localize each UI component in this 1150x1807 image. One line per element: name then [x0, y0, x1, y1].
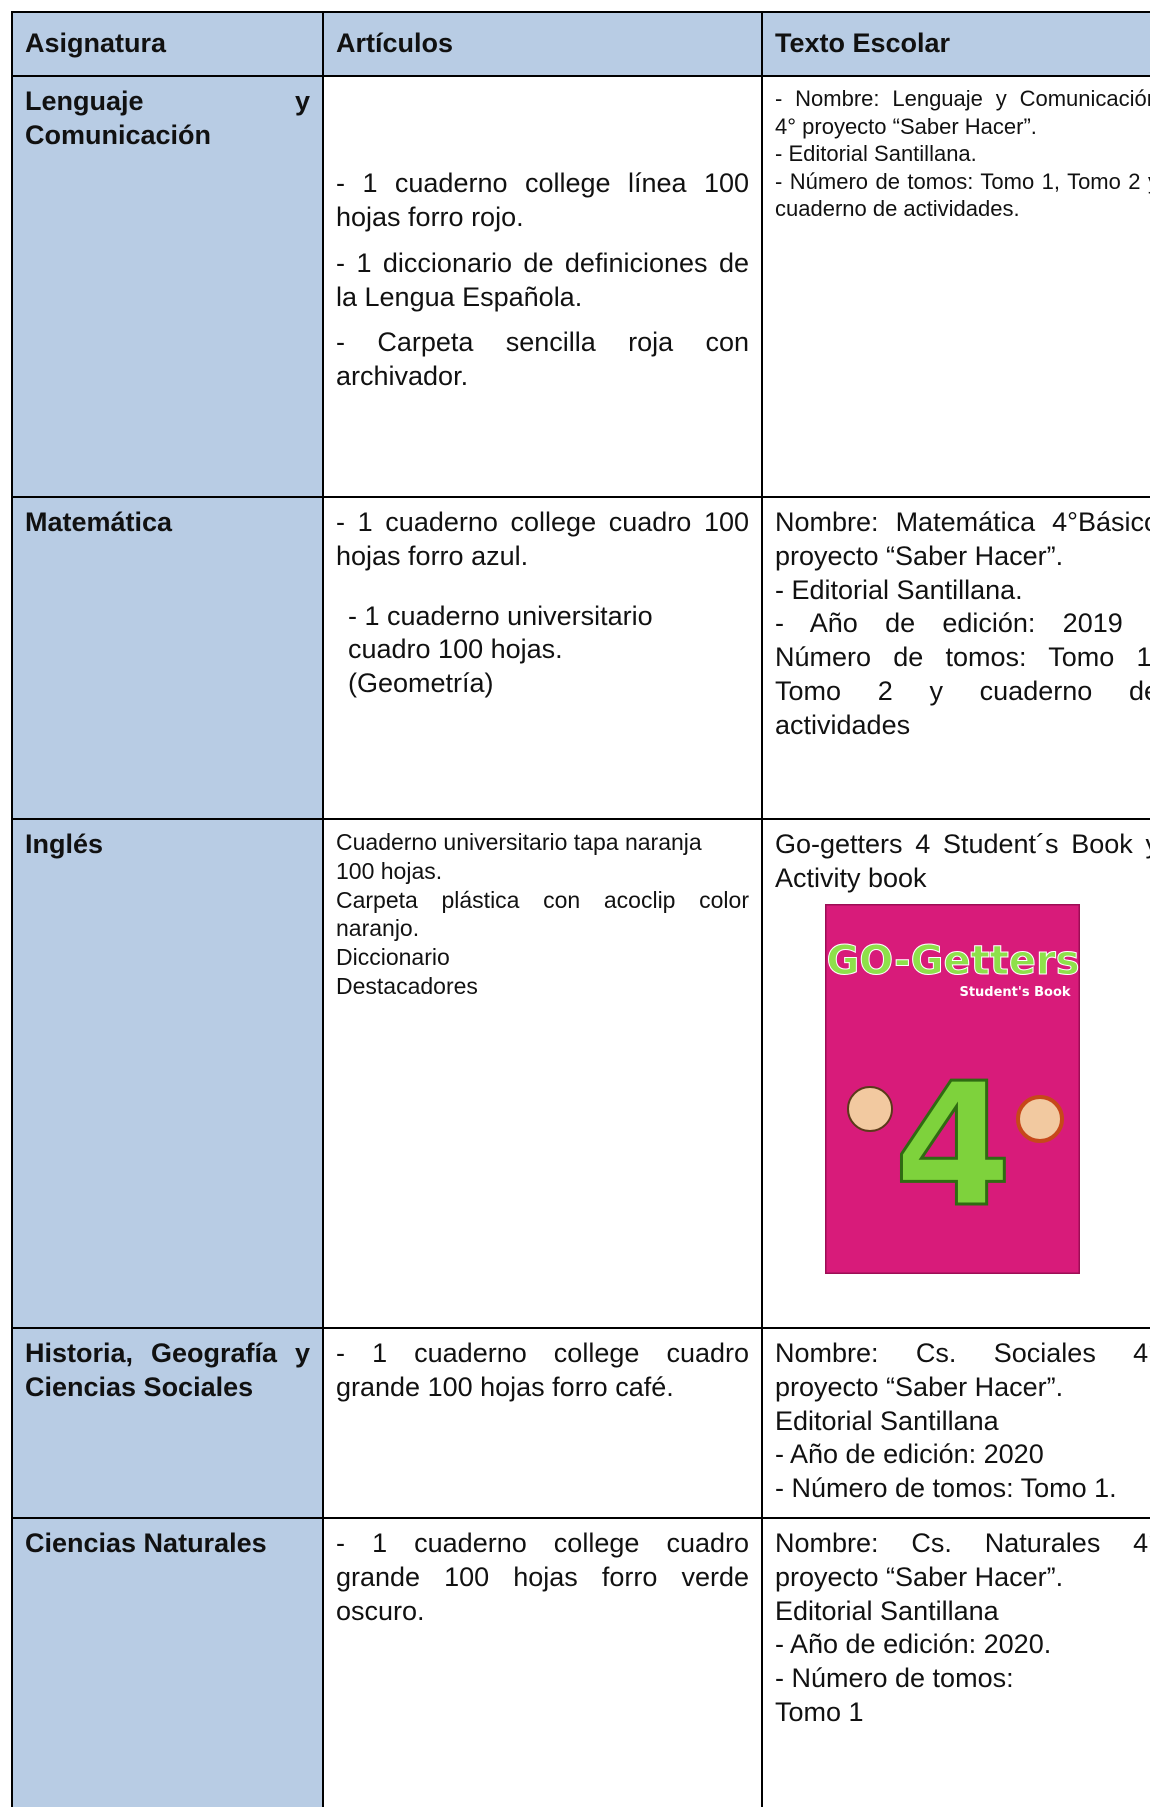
article-item: - Carpeta sencilla roja con archivador.	[336, 327, 749, 391]
article-item: - 1 cuaderno college línea 100 hojas for…	[336, 168, 749, 232]
book-item: - Número de tomos:	[775, 1663, 1014, 1693]
table-row: Inglés Cuaderno universitario tapa naranj…	[11, 818, 1150, 1329]
article-item: cuadro 100 hojas.	[348, 634, 563, 665]
table-row: Matemática - 1 cuaderno college cuadro 10…	[11, 496, 1150, 820]
article-item: - 1 cuaderno college cuadro grande 100 h…	[336, 1338, 749, 1402]
article-item: Destacadores	[336, 972, 478, 999]
subject-cell: Ciencias Naturales	[11, 1517, 324, 1807]
article-item: Cuaderno universitario tapa naranja	[336, 829, 702, 855]
book-item: - Año de edición: 2020.	[775, 1629, 1052, 1660]
header-cell: Asignatura	[11, 11, 324, 77]
book-item: - Número de tomos: Tomo 1, Tomo 2 y cuad…	[775, 168, 1150, 222]
articles-cell: - 1 cuaderno college cuadro grande 100 h…	[322, 1517, 763, 1807]
book-item: Nombre: Cs. Sociales 4° proyecto “Saber …	[775, 1338, 1150, 1402]
cover-number: 4	[894, 1047, 1012, 1245]
subject-cell: Lenguaje y Comunicación	[11, 75, 324, 498]
article-item: - 1 diccionario de definiciones de la Le…	[336, 247, 749, 312]
article-item: - 1 cuaderno college cuadro grande 100 h…	[336, 1528, 749, 1626]
book-cell: - Nombre: Lenguaje y Comunicación 4° pro…	[761, 75, 1150, 498]
table-row: Historia, Geografía y Ciencias Sociales -…	[11, 1327, 1150, 1519]
header-cell: Texto Escolar	[761, 11, 1150, 77]
table-row: Lenguaje y Comunicación - 1 cuaderno coll…	[11, 75, 1150, 498]
book-item: - Número de tomos: Tomo 1.	[775, 1473, 1117, 1503]
cover-subtitle: Student's Book	[959, 985, 1070, 1000]
supply-table: Asignatura Artículos Texto Escolar Lengu…	[11, 11, 1150, 1807]
subject-cell: Historia, Geografía y Ciencias Sociales	[11, 1327, 324, 1519]
book-item: - Editorial Santillana.	[775, 574, 1023, 605]
articles-cell: - 1 cuaderno college cuadro grande 100 h…	[322, 1327, 763, 1519]
book-item: Editorial Santillana	[775, 1405, 999, 1436]
cover-character	[1016, 1094, 1064, 1143]
book-item: - Año de edición: 2019 - Número de tomos…	[775, 608, 1150, 740]
book-item: Editorial Santillana	[775, 1595, 999, 1626]
subject-cell: Matemática	[11, 496, 324, 820]
article-item: - 1 cuaderno universitario	[348, 600, 653, 631]
article-item: - 1 cuaderno college cuadro 100 hojas fo…	[336, 507, 749, 571]
book-cell: Nombre: Matemática 4°Básico proyecto “Sa…	[761, 496, 1150, 820]
articles-cell: - 1 cuaderno college línea 100 hojas for…	[322, 75, 763, 498]
table-row: Ciencias Naturales - 1 cuaderno college c…	[11, 1517, 1150, 1807]
header-row: Asignatura Artículos Texto Escolar	[11, 11, 1150, 77]
book-item: Go-getters 4 Student´s Book y Activity b…	[775, 829, 1150, 893]
article-item: Diccionario	[336, 944, 450, 970]
articles-cell: - 1 cuaderno college cuadro 100 hojas fo…	[322, 496, 763, 820]
cover-title: GO-Getters	[826, 938, 1079, 984]
article-item: 100 hojas.	[336, 857, 443, 884]
book-cell: Nombre: Cs. Sociales 4° proyecto “Saber …	[761, 1327, 1150, 1519]
article-item: (Geometría)	[348, 668, 494, 698]
book-item: Tomo 1	[775, 1696, 864, 1727]
book-item: - Editorial Santillana.	[775, 141, 977, 166]
articles-cell: Cuaderno universitario tapa naranja 100 h…	[322, 818, 763, 1329]
book-item: Nombre: Cs. Naturales 4° proyecto “Saber…	[775, 1528, 1150, 1592]
subject-cell: Inglés	[11, 818, 324, 1329]
header-cell: Artículos	[322, 11, 763, 77]
book-cell: Go-getters 4 Student´s Book y Activity b…	[761, 818, 1150, 1329]
article-item: Carpeta plástica con acoclip color naran…	[336, 886, 749, 942]
cover-character	[847, 1085, 893, 1132]
book-cell: Nombre: Cs. Naturales 4° proyecto “Saber…	[761, 1517, 1150, 1807]
book-item: - Nombre: Lenguaje y Comunicación 4° pro…	[775, 86, 1150, 139]
book-item: Nombre: Matemática 4°Básico proyecto “Sa…	[775, 507, 1150, 571]
book-item: - Año de edición: 2020	[775, 1439, 1044, 1470]
